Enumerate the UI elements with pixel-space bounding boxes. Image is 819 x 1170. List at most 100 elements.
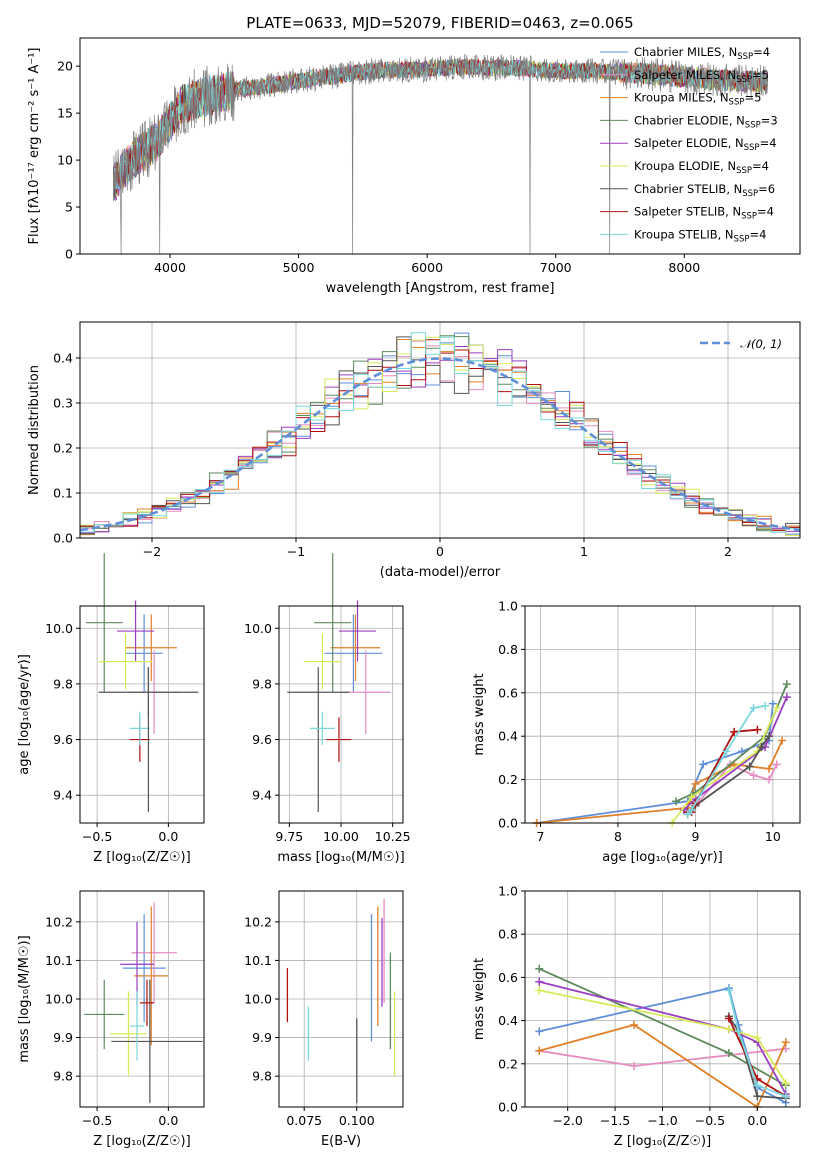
series-line [728,990,787,1098]
y-tick-label: 5 [65,200,73,215]
x-axis-label: Z [log₁₀(Z/Z☉)] [93,1134,190,1149]
mass-weight-vs-age-panel: 7 8 9 10 0.0 0.2 0.4 0.6 0.8 1.0 age [log₁₀(age/yr… [472,599,801,865]
plus-marker [535,1027,544,1036]
plus-marker [765,732,774,741]
legend-entry-label: Chabrier ELODIE, N [634,113,745,127]
plus-marker [761,701,770,710]
legend-entry-count: =4 [752,159,769,173]
x-tick-label: 0.0 [158,1113,178,1128]
y-tick-label: 0.6 [498,685,518,700]
series [532,736,787,827]
spectrum-panel: 4000 5000 6000 7000 8000 0 5 10 15 20 wavelength [… [27,37,801,296]
plus-marker [724,1025,733,1034]
y-tick-label: 10.1 [45,953,73,968]
series-line [538,980,787,1095]
gridlines [525,605,800,824]
y-tick-label: 0.4 [498,1013,518,1028]
legend-entry-count: =3 [761,113,778,127]
legend-entry-subscript: SSP [736,75,752,85]
series-line [728,1015,786,1100]
legend-entry-label: Kroupa MILES, N [634,91,729,105]
plus-marker [745,762,754,771]
y-tick-label: 9.8 [252,676,272,691]
legend-entry-subscript: SSP [744,143,760,153]
y-tick-label: 9.8 [252,1069,272,1084]
series [683,701,770,819]
x-tick-label: 9 [691,829,699,844]
residual-histogram-panel: −2 −1 0 1 2 0.0 0.1 0.2 0.3 0.4 (data-model)/error… [27,321,801,580]
legend-entry: Salpeter STELIB, NSSP=4 [634,205,774,222]
y-tick-label: 0.1 [53,486,73,501]
x-axis-label: Z [log₁₀(Z/Z☉)] [93,850,190,865]
y-tick-label: 0.2 [498,772,518,787]
data-point [109,991,147,1077]
legend-entry-subscript: SSP [734,234,750,244]
legend-entry-label: Kroupa ELODIE, N [634,159,736,173]
y-tick-label: 1.0 [498,599,518,614]
y-tick-label: 9.8 [53,676,73,691]
legend: 𝒩(0, 1) [700,337,782,351]
y-tick-label: 9.4 [53,788,73,803]
y-tick-label: 0.0 [53,531,73,546]
plus-marker [687,805,696,814]
y-axis-label: mass [log₁₀(M/M☉)] [17,935,32,1062]
plus-marker [672,797,681,806]
data-point [131,902,177,1003]
legend-entry-count: =4 [760,136,777,150]
y-tick-label: 10.2 [244,914,272,929]
y-tick-label: 10.0 [45,992,73,1007]
x-tick-label: −0.5 [695,1113,725,1128]
y-tick-label: 10.1 [244,953,272,968]
y-tick-label: 10.0 [244,621,272,636]
observed-spectrum-line [113,53,768,255]
legend-entry: Salpeter ELODIE, NSSP=4 [634,136,777,153]
plus-marker [781,1092,790,1101]
plus-marker [781,1079,790,1088]
plus-marker [699,760,708,769]
legend-entry-label: Kroupa STELIB, N [634,227,734,241]
plot-area [532,680,791,827]
data-point [314,553,352,693]
x-tick-label: −1.0 [647,1113,677,1128]
legend-entry-subscript: SSP [745,120,761,130]
x-axis-label: wavelength [Angstrom, rest frame] [326,281,555,296]
plus-marker [724,1014,733,1023]
plus-marker [535,977,544,986]
plot-area [84,902,203,1104]
plus-marker [782,693,791,702]
plus-marker [730,727,739,736]
plus-marker [753,725,762,734]
x-tick-label: 0 [436,544,444,559]
x-tick-label: 1 [580,544,588,559]
figure-title: PLATE=0633, MJD=52079, FIBERID=0463, z=0… [246,14,633,32]
plus-marker [535,1046,544,1055]
data-point [98,633,153,690]
x-tick-label: 4000 [154,260,186,275]
plus-marker [722,747,731,756]
axes-frame [79,37,801,255]
y-tick-label: 1.0 [498,884,518,899]
x-tick-label: −0.5 [82,1113,112,1128]
legend-entry-label: Salpeter STELIB, N [634,205,741,219]
x-axis-label: Z [log₁₀(Z/Z☉)] [614,1134,711,1149]
data-point [84,979,125,1050]
x-tick-label: 0.075 [286,1113,322,1128]
x-axis-label: (data-model)/error [380,565,501,580]
series-line [539,989,787,1084]
plus-marker [724,1049,733,1057]
x-tick-label: 9.75 [275,829,303,844]
y-tick-label: 10.0 [244,992,272,1007]
x-axis-label: age [log₁₀(age/yr)] [602,850,723,865]
y-axis-label: Flux [fλ10⁻¹⁷ erg cm⁻² s⁻¹ A⁻¹] [27,48,42,245]
y-axis-label: age [log₁₀(age/yr)] [17,654,32,775]
plus-marker [778,736,787,745]
plus-marker [535,986,544,995]
x-tick-label: −0.5 [82,829,112,844]
legend-entry: Kroupa ELODIE, NSSP=4 [634,159,769,176]
data-point [139,979,155,1026]
series-line [536,703,774,824]
series-line [536,740,784,824]
x-tick-label: −1 [287,544,305,559]
